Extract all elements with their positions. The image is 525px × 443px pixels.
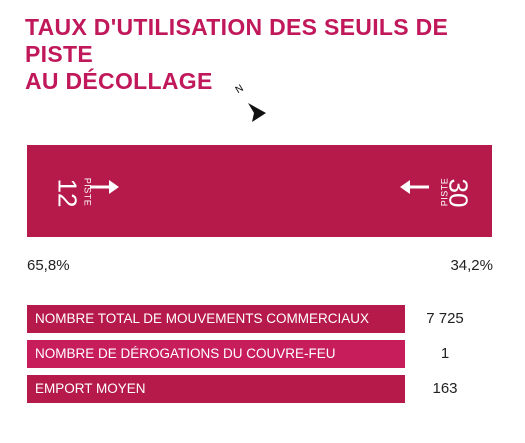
runway-12-share: 65,8% (27, 257, 70, 274)
runway-30-marking: PISTE 30 (439, 170, 480, 218)
runway-30-share: 34,2% (450, 257, 493, 274)
stat-label: NOMBRE TOTAL DE MOUVEMENTS COMMERCIAUX (27, 305, 405, 333)
stat-label: EMPORT MOYEN (27, 375, 405, 403)
north-arrow-icon (248, 103, 266, 122)
page-title-line-1: TAUX D'UTILISATION DES SEUILS DE PISTE (25, 14, 449, 67)
stat-value: 163 (432, 380, 458, 397)
stat-row: NOMBRE TOTAL DE MOUVEMENTS COMMERCIAUX 7… (27, 305, 497, 333)
stat-value: 7 725 (426, 310, 464, 327)
stat-value: 1 (440, 345, 450, 362)
stat-row: EMPORT MOYEN 163 (27, 375, 497, 403)
arrow-left-icon (400, 180, 429, 194)
stat-label: NOMBRE DE DÉROGATIONS DU COUVRE-FEU (27, 340, 405, 368)
runway: 12 PISTE PISTE 30 (27, 145, 492, 237)
page-title-line-2: AU DÉCOLLAGE (25, 68, 213, 94)
stat-row: NOMBRE DE DÉROGATIONS DU COUVRE-FEU 1 (27, 340, 497, 368)
page-title: TAUX D'UTILISATION DES SEUILS DE PISTE A… (25, 14, 505, 95)
runway-12-number: 12 (52, 178, 83, 208)
compass: N (232, 82, 272, 128)
compass-north-label: N (233, 82, 246, 97)
arrow-right-icon (90, 180, 119, 194)
runway-30-number: 30 (443, 178, 474, 208)
